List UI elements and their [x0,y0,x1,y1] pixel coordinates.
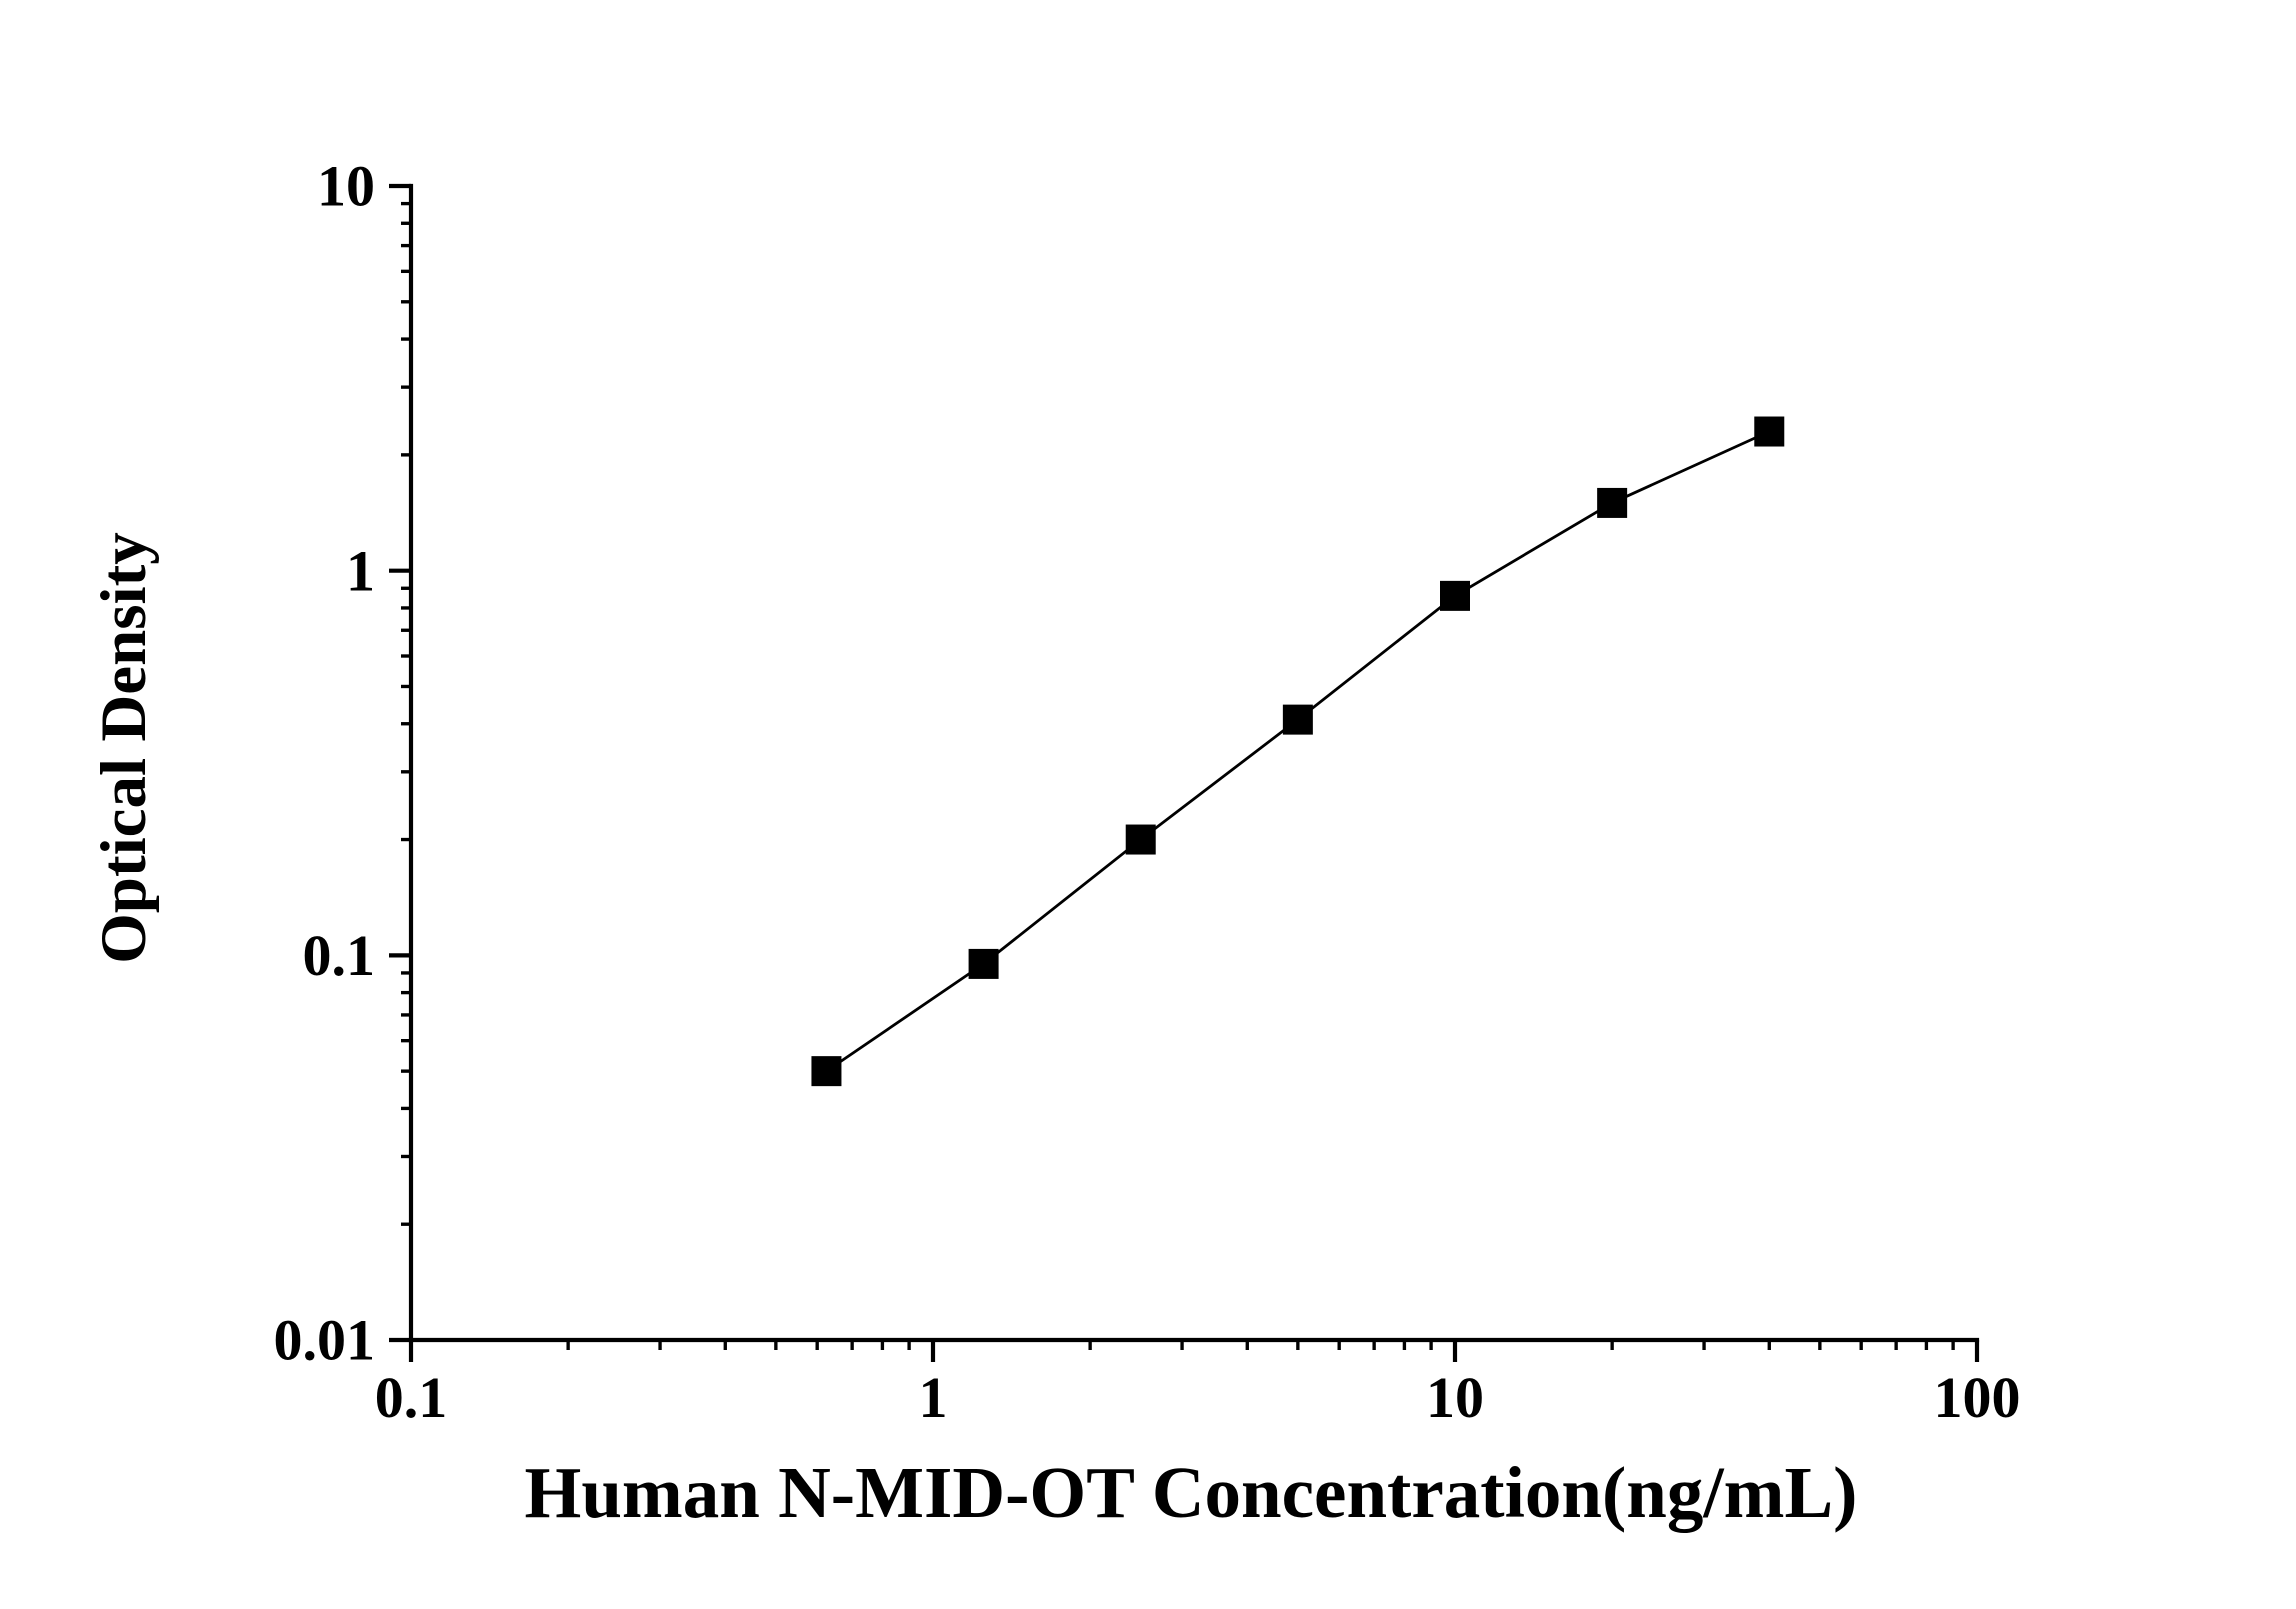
svg-text:10: 10 [317,154,375,219]
svg-text:0.1: 0.1 [375,1365,448,1430]
svg-text:1: 1 [919,1365,948,1430]
svg-text:0.01: 0.01 [274,1308,376,1373]
svg-text:Optical Density: Optical Density [88,532,160,964]
svg-text:100: 100 [1934,1365,2021,1430]
svg-text:1: 1 [346,538,375,603]
svg-text:10: 10 [1426,1365,1484,1430]
svg-text:Human N-MID-OT Concentration(n: Human N-MID-OT Concentration(ng/mL) [525,1452,1858,1533]
svg-text:0.1: 0.1 [303,923,376,988]
